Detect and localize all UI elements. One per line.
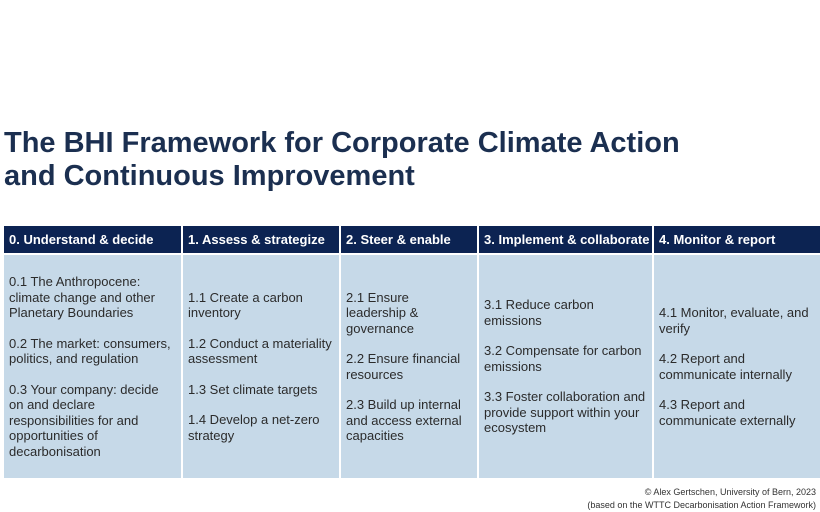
framework-step: 1.4 Develop a net-zero strategy bbox=[188, 412, 320, 443]
framework-step: 1.1 Create a carbon inventory bbox=[188, 289, 303, 321]
framework-step: 2.2 Ensure financial resources bbox=[346, 351, 461, 382]
column-body: 2.1 Ensure leadership & governance 2.2 En… bbox=[341, 255, 477, 478]
framework-step: 0.3 Your company: decide on and declare … bbox=[9, 381, 159, 459]
framework-step: 1.3 Set climate targets bbox=[188, 381, 318, 397]
credit: © Alex Gertschen, University of Bern, 20… bbox=[587, 486, 816, 512]
framework-column: 4. Monitor & report 4.1 Monitor, evaluate… bbox=[654, 226, 820, 478]
column-body: 1.1 Create a carbon inventory 1.2 Conduct… bbox=[183, 255, 339, 478]
framework-table: 0. Understand & decide 0.1 The Anthropoce… bbox=[4, 226, 820, 478]
title-line-2: and Continuous Improvement bbox=[4, 160, 415, 192]
framework-column: 3. Implement & collaborate 3.1 Reduce car… bbox=[479, 226, 652, 478]
framework-step: 0.2 The market: consumers, politics, and… bbox=[9, 335, 171, 367]
framework-step: 4.3 Report and communicate externally bbox=[659, 397, 796, 428]
column-header: 1. Assess & strategize bbox=[183, 226, 339, 255]
column-header: 4. Monitor & report bbox=[654, 226, 820, 255]
column-body: 3.1 Reduce carbon emissions 3.2 Compensat… bbox=[479, 255, 652, 478]
framework-step: 3.2 Compensate for carbon emissions bbox=[484, 343, 642, 374]
framework-step: 2.3 Build up internal and access externa… bbox=[346, 397, 462, 443]
framework-column: 0. Understand & decide 0.1 The Anthropoce… bbox=[4, 226, 181, 478]
framework-step: 1.2 Conduct a materiality assessment bbox=[188, 335, 332, 367]
column-header: 0. Understand & decide bbox=[4, 226, 181, 255]
page-title: The BHI Framework for Corporate Climate … bbox=[4, 127, 680, 193]
column-body: 4.1 Monitor, evaluate, and verify 4.2 Rep… bbox=[654, 255, 820, 478]
framework-step: 3.1 Reduce carbon emissions bbox=[484, 297, 594, 328]
credit-line-1: © Alex Gertschen, University of Bern, 20… bbox=[644, 487, 816, 497]
column-body: 0.1 The Anthropocene: climate change and… bbox=[4, 255, 181, 478]
framework-column: 2. Steer & enable 2.1 Ensure leadership &… bbox=[341, 226, 477, 478]
framework-step: 4.1 Monitor, evaluate, and verify bbox=[659, 305, 809, 336]
column-header: 3. Implement & collaborate bbox=[479, 226, 652, 255]
column-header: 2. Steer & enable bbox=[341, 226, 477, 255]
framework-step: 2.1 Ensure leadership & governance bbox=[346, 289, 419, 336]
framework-step: 4.2 Report and communicate internally bbox=[659, 351, 792, 382]
credit-line-2: (based on the WTTC Decarbonisation Actio… bbox=[587, 500, 816, 510]
framework-step: 0.1 The Anthropocene: climate change and… bbox=[9, 274, 155, 320]
title-line-1: The BHI Framework for Corporate Climate … bbox=[4, 127, 680, 159]
framework-column: 1. Assess & strategize 1.1 Create a carbo… bbox=[183, 226, 339, 478]
framework-step: 3.3 Foster collaboration and provide sup… bbox=[484, 389, 646, 436]
